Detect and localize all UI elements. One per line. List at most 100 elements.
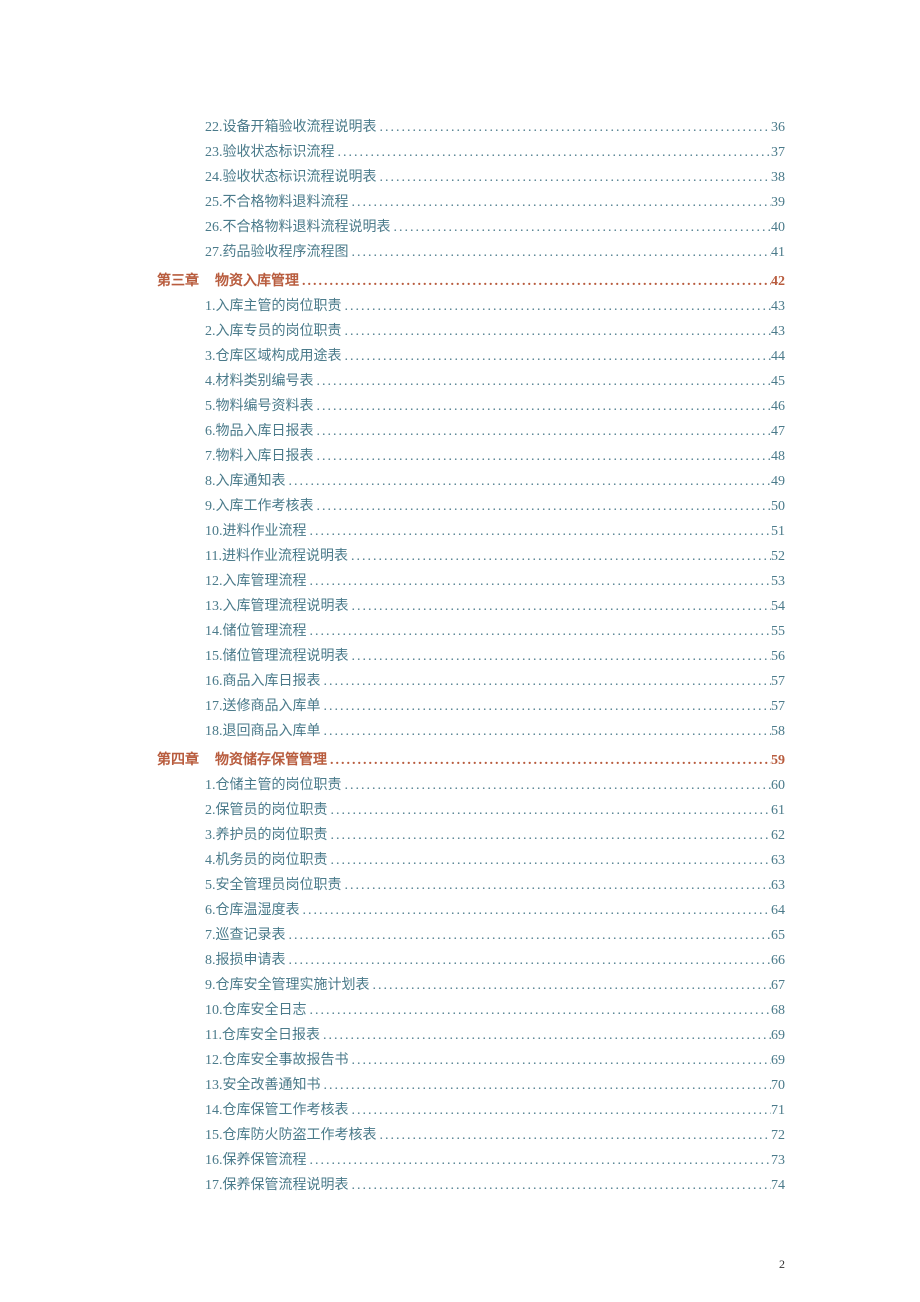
chapter-page: 59 [771,748,785,773]
toc-entry-page: 74 [771,1173,785,1198]
toc-entry-title: 9.仓库安全管理实施计划表 [205,973,370,998]
toc-chapter-row[interactable]: 第三章物资入库管理42 [157,269,785,294]
toc-entry-title: 3.养护员的岗位职责 [205,823,328,848]
toc-entry-page: 62 [771,823,785,848]
toc-entry-page: 43 [771,319,785,344]
toc-entry-row[interactable]: 6.仓库温湿度表64 [157,898,785,923]
toc-entry-row[interactable]: 5.物料编号资料表46 [157,394,785,419]
toc-entry-row[interactable]: 14.仓库保管工作考核表71 [157,1098,785,1123]
toc-entry-row[interactable]: 7.巡查记录表65 [157,923,785,948]
toc-entry-row[interactable]: 11.仓库安全日报表69 [157,1023,785,1048]
toc-entry-page: 49 [771,469,785,494]
toc-entry-title: 15.储位管理流程说明表 [205,644,349,669]
toc-entry-page: 71 [771,1098,785,1123]
toc-leader [342,773,772,798]
toc-entry-row[interactable]: 13.入库管理流程说明表54 [157,594,785,619]
toc-entry-page: 69 [771,1023,785,1048]
toc-entry-page: 54 [771,594,785,619]
toc-entry-row[interactable]: 6.物品入库日报表47 [157,419,785,444]
toc-entry-row[interactable]: 5.安全管理员岗位职责63 [157,873,785,898]
toc-leader [327,748,771,773]
toc-leader [335,140,772,165]
toc-entry-title: 22.设备开箱验收流程说明表 [205,115,377,140]
toc-entry-row[interactable]: 18.退回商品入库单58 [157,719,785,744]
toc-entry-row[interactable]: 27.药品验收程序流程图41 [157,240,785,265]
toc-entry-row[interactable]: 7.物料入库日报表 48 [157,444,785,469]
toc-entry-page: 37 [771,140,785,165]
toc-entry-title: 12.仓库安全事故报告书 [205,1048,349,1073]
toc-leader [342,294,772,319]
toc-leader [349,594,772,619]
toc-leader [314,444,772,469]
toc-entry-title: 7.巡查记录表 [205,923,286,948]
toc-entry-row[interactable]: 1.入库主管的岗位职责43 [157,294,785,319]
toc-leader [349,240,772,265]
toc-entry-row[interactable]: 4.材料类别编号表45 [157,369,785,394]
toc-entry-page: 36 [771,115,785,140]
toc-entry-page: 48 [771,444,785,469]
toc-entry-row[interactable]: 26.不合格物料退料流程说明表40 [157,215,785,240]
toc-entry-title: 16.保养保管流程 [205,1148,307,1173]
toc-leader [328,798,772,823]
toc-entry-row[interactable]: 15.仓库防火防盗工作考核表72 [157,1123,785,1148]
toc-entry-row[interactable]: 12.仓库安全事故报告书 69 [157,1048,785,1073]
toc-entry-title: 5.物料编号资料表 [205,394,314,419]
toc-entry-row[interactable]: 8.报损申请表66 [157,948,785,973]
toc-leader [377,165,772,190]
toc-entry-page: 50 [771,494,785,519]
toc-entry-row[interactable]: 4.机务员的岗位职责 63 [157,848,785,873]
toc-entry-row[interactable]: 9.入库工作考核表 50 [157,494,785,519]
toc-entry-row[interactable]: 1.仓储主管的岗位职责60 [157,773,785,798]
toc-entry-row[interactable]: 24.验收状态标识流程说明表38 [157,165,785,190]
toc-entry-row[interactable]: 2.入库专员的岗位职责43 [157,319,785,344]
toc-leader [321,719,772,744]
toc-entry-row[interactable]: 2.保管员的岗位职责61 [157,798,785,823]
toc-leader [286,948,772,973]
toc-entry-row[interactable]: 13.安全改善通知书70 [157,1073,785,1098]
toc-entry-title: 26.不合格物料退料流程说明表 [205,215,391,240]
toc-entry-row[interactable]: 12.入库管理流程53 [157,569,785,594]
toc-entry-page: 47 [771,419,785,444]
toc-leader [370,973,772,998]
toc-leader [342,873,772,898]
chapter-title: 物资入库管理 [215,269,299,294]
toc-entry-row[interactable]: 11.进料作业流程说明表52 [157,544,785,569]
toc-entry-page: 63 [771,848,785,873]
toc-chapter-row[interactable]: 第四章物资储存保管管理59 [157,748,785,773]
toc-entry-page: 64 [771,898,785,923]
toc-entry-row[interactable]: 10.仓库安全日志68 [157,998,785,1023]
toc-leader [307,519,772,544]
toc-entry-page: 44 [771,344,785,369]
toc-leader [349,1098,772,1123]
toc-entry-page: 69 [771,1048,785,1073]
toc-entry-title: 4.机务员的岗位职责 [205,848,328,873]
toc-leader [349,190,772,215]
toc-entry-title: 25.不合格物料退料流程 [205,190,349,215]
toc-entry-row[interactable]: 8.入库通知表49 [157,469,785,494]
toc-leader [307,1148,772,1173]
toc-entry-row[interactable]: 17.保养保管流程说明表74 [157,1173,785,1198]
toc-entry-page: 52 [771,544,785,569]
toc-entry-title: 7.物料入库日报表 [205,444,314,469]
toc-entry-row[interactable]: 17.送修商品入库单57 [157,694,785,719]
toc-entry-row[interactable]: 9.仓库安全管理实施计划表 67 [157,973,785,998]
toc-entry-title: 5.安全管理员岗位职责 [205,873,342,898]
toc-entry-row[interactable]: 16.商品入库日报表57 [157,669,785,694]
toc-entry-row[interactable]: 14.储位管理流程55 [157,619,785,644]
toc-entry-row[interactable]: 23.验收状态标识流程37 [157,140,785,165]
toc-entry-page: 58 [771,719,785,744]
toc-leader [286,923,772,948]
toc-entry-row[interactable]: 15.储位管理流程说明表56 [157,644,785,669]
toc-entry-page: 68 [771,998,785,1023]
toc-entry-page: 67 [771,973,785,998]
toc-entry-row[interactable]: 3.养护员的岗位职责 62 [157,823,785,848]
toc-entry-row[interactable]: 25.不合格物料退料流程39 [157,190,785,215]
toc-entry-page: 66 [771,948,785,973]
chapter-label: 第三章 [157,269,201,294]
toc-entry-row[interactable]: 3.仓库区域构成用途表44 [157,344,785,369]
toc-entry-title: 9.入库工作考核表 [205,494,314,519]
toc-entry-row[interactable]: 10.进料作业流程51 [157,519,785,544]
toc-entry-row[interactable]: 22.设备开箱验收流程说明表 36 [157,115,785,140]
toc-entry-row[interactable]: 16.保养保管流程73 [157,1148,785,1173]
toc-entry-page: 72 [771,1123,785,1148]
